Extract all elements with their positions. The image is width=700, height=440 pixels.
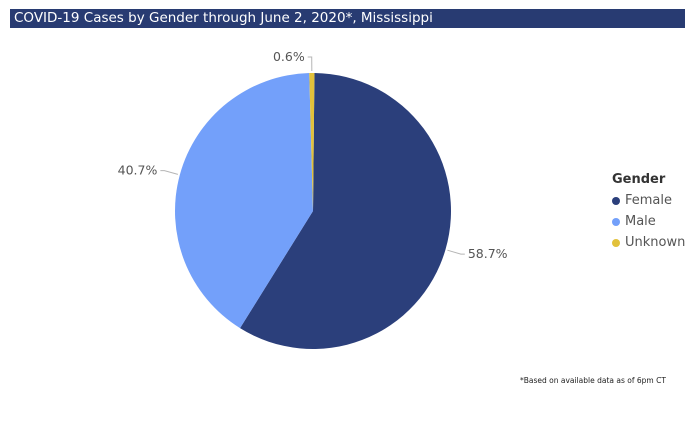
pie-slice-male[interactable] <box>174 73 313 329</box>
legend-item-female[interactable]: Female <box>612 190 685 211</box>
chart-title: COVID-19 Cases by Gender through June 2,… <box>14 10 433 26</box>
footnote: *Based on available data as of 6pm CT <box>520 376 666 385</box>
legend-marker-female <box>612 196 620 205</box>
leader-line-male <box>160 170 179 175</box>
legend-item-unknown[interactable]: Unknown <box>612 232 685 253</box>
data-label-male: 40.7% <box>118 163 158 178</box>
data-label-female: 58.7% <box>468 246 508 261</box>
legend-marker-unknown <box>612 238 620 247</box>
title-bar: COVID-19 Cases by Gender through June 2,… <box>10 9 685 28</box>
legend: Gender Female Male Unknown <box>612 172 685 253</box>
legend-item-male[interactable]: Male <box>612 211 685 232</box>
legend-label-unknown: Unknown <box>625 235 686 250</box>
leader-line-female <box>447 249 465 255</box>
legend-title: Gender <box>612 172 666 187</box>
pie-slice-female[interactable] <box>240 73 451 349</box>
legend-marker-male <box>612 217 620 226</box>
data-label-unknown: 0.6% <box>273 49 305 64</box>
legend-label-male: Male <box>625 214 656 229</box>
legend-label-female: Female <box>625 193 673 208</box>
leader-line-unknown <box>307 56 313 72</box>
pie-slice-unknown[interactable] <box>309 73 315 211</box>
